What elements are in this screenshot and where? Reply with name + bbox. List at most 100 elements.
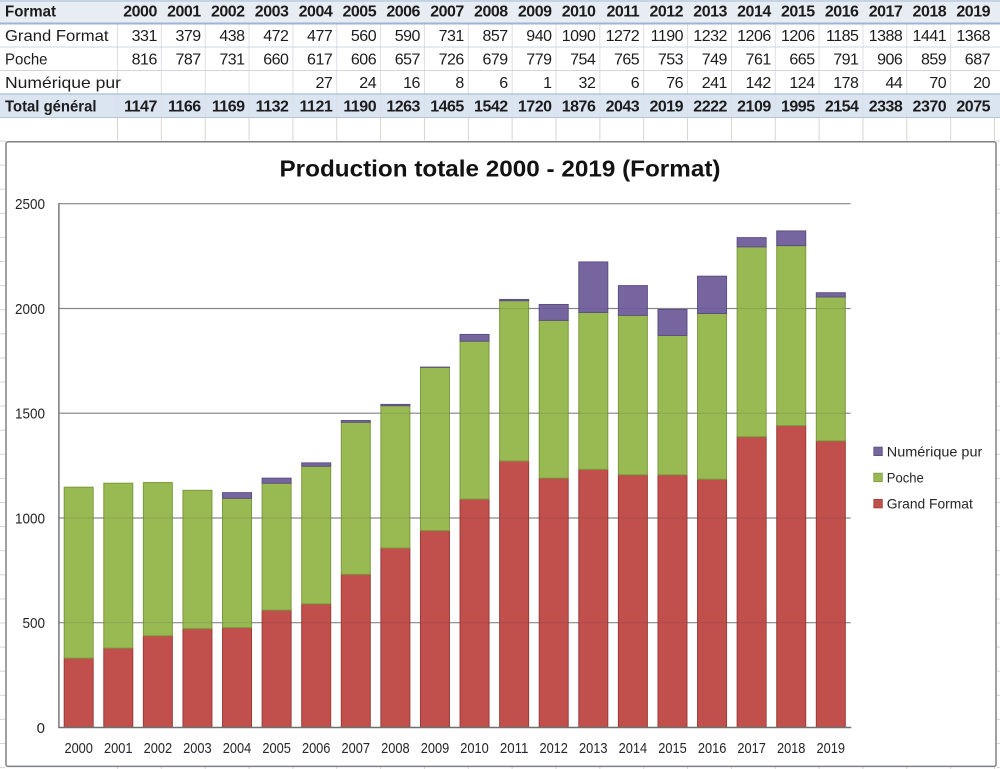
svg-text:2002: 2002 <box>144 740 173 757</box>
svg-text:1272: 1272 <box>606 28 640 45</box>
svg-text:1190: 1190 <box>651 28 684 45</box>
svg-text:379: 379 <box>175 28 201 45</box>
svg-text:2003: 2003 <box>183 740 212 757</box>
svg-text:472: 472 <box>263 28 289 45</box>
svg-text:2006: 2006 <box>386 3 420 20</box>
svg-text:779: 779 <box>526 52 552 69</box>
svg-text:1542: 1542 <box>474 99 508 116</box>
svg-text:2500: 2500 <box>15 196 45 213</box>
svg-text:1232: 1232 <box>693 28 727 45</box>
svg-text:Production totale 2000 - 2019: Production totale 2000 - 2019 (Format) <box>280 155 721 181</box>
svg-text:8: 8 <box>455 75 464 92</box>
svg-text:749: 749 <box>702 52 728 69</box>
svg-text:32: 32 <box>579 75 596 92</box>
svg-text:2222: 2222 <box>693 99 727 116</box>
svg-text:940: 940 <box>526 28 552 45</box>
svg-text:606: 606 <box>351 52 377 69</box>
svg-text:660: 660 <box>263 52 289 69</box>
svg-text:438: 438 <box>219 28 245 45</box>
svg-text:2015: 2015 <box>781 3 815 20</box>
svg-text:2001: 2001 <box>104 740 133 757</box>
svg-text:2012: 2012 <box>649 3 683 20</box>
svg-text:791: 791 <box>833 52 859 69</box>
svg-text:1: 1 <box>543 75 552 92</box>
svg-text:1147: 1147 <box>124 99 157 116</box>
svg-text:1206: 1206 <box>781 28 815 45</box>
svg-text:2018: 2018 <box>777 740 806 757</box>
svg-text:2009: 2009 <box>421 740 450 757</box>
svg-text:679: 679 <box>482 52 508 69</box>
svg-text:124: 124 <box>789 75 815 92</box>
svg-text:1995: 1995 <box>781 99 815 116</box>
svg-text:2013: 2013 <box>693 3 727 20</box>
svg-text:560: 560 <box>351 28 377 45</box>
svg-text:2010: 2010 <box>460 740 489 757</box>
svg-text:2008: 2008 <box>474 3 508 20</box>
svg-text:2005: 2005 <box>262 740 291 757</box>
svg-text:Grand Format: Grand Format <box>5 28 109 45</box>
svg-text:2016: 2016 <box>698 740 727 757</box>
svg-text:178: 178 <box>833 75 859 92</box>
svg-text:1388: 1388 <box>869 28 903 45</box>
svg-text:816: 816 <box>132 52 158 69</box>
svg-text:27: 27 <box>315 75 332 92</box>
svg-text:142: 142 <box>746 75 772 92</box>
svg-text:Poche: Poche <box>5 52 48 69</box>
svg-text:2009: 2009 <box>518 3 552 20</box>
svg-text:2000: 2000 <box>123 3 157 20</box>
svg-text:2003: 2003 <box>255 3 289 20</box>
svg-text:2018: 2018 <box>913 3 947 20</box>
svg-text:859: 859 <box>921 52 947 69</box>
svg-text:2011: 2011 <box>500 740 529 757</box>
svg-text:477: 477 <box>307 28 333 45</box>
svg-text:765: 765 <box>614 52 640 69</box>
svg-text:Numérique pur: Numérique pur <box>5 75 122 92</box>
svg-text:2013: 2013 <box>579 740 608 757</box>
svg-text:2012: 2012 <box>539 740 568 757</box>
svg-text:500: 500 <box>23 615 46 632</box>
svg-text:2075: 2075 <box>956 99 990 116</box>
svg-text:761: 761 <box>746 52 772 69</box>
svg-text:1720: 1720 <box>518 99 552 116</box>
svg-text:2014: 2014 <box>619 740 648 757</box>
svg-text:2000: 2000 <box>15 301 45 318</box>
svg-text:2043: 2043 <box>606 99 640 116</box>
svg-text:1121: 1121 <box>300 99 333 116</box>
svg-text:Numérique pur: Numérique pur <box>887 443 983 459</box>
svg-text:Grand Format: Grand Format <box>887 496 973 512</box>
svg-text:1169: 1169 <box>212 99 245 116</box>
svg-text:2006: 2006 <box>302 740 331 757</box>
svg-text:Poche: Poche <box>887 470 924 486</box>
svg-text:617: 617 <box>307 52 333 69</box>
svg-text:2015: 2015 <box>658 740 687 757</box>
svg-text:1465: 1465 <box>430 99 464 116</box>
svg-text:1876: 1876 <box>562 99 596 116</box>
svg-text:1368: 1368 <box>956 28 990 45</box>
svg-text:726: 726 <box>439 52 465 69</box>
svg-text:1132: 1132 <box>256 99 289 116</box>
svg-text:753: 753 <box>658 52 684 69</box>
svg-text:2019: 2019 <box>649 99 683 116</box>
svg-text:331: 331 <box>132 28 158 45</box>
svg-text:2001: 2001 <box>167 3 201 20</box>
svg-text:2002: 2002 <box>211 3 245 20</box>
svg-text:16: 16 <box>403 75 420 92</box>
svg-text:657: 657 <box>395 52 421 69</box>
svg-text:2154: 2154 <box>825 99 859 116</box>
svg-text:1263: 1263 <box>386 99 420 116</box>
svg-text:1441: 1441 <box>913 28 947 45</box>
svg-text:2017: 2017 <box>737 740 766 757</box>
svg-text:2000: 2000 <box>64 740 93 757</box>
svg-text:2007: 2007 <box>430 3 464 20</box>
svg-text:2370: 2370 <box>913 99 947 116</box>
svg-text:731: 731 <box>219 52 245 69</box>
svg-text:2007: 2007 <box>342 740 371 757</box>
svg-text:76: 76 <box>666 75 683 92</box>
svg-text:2019: 2019 <box>817 740 846 757</box>
svg-text:2017: 2017 <box>869 3 903 20</box>
svg-text:731: 731 <box>439 28 465 45</box>
svg-text:0: 0 <box>37 720 45 737</box>
svg-text:687: 687 <box>965 52 991 69</box>
svg-text:1166: 1166 <box>168 99 201 116</box>
svg-text:1206: 1206 <box>737 28 771 45</box>
